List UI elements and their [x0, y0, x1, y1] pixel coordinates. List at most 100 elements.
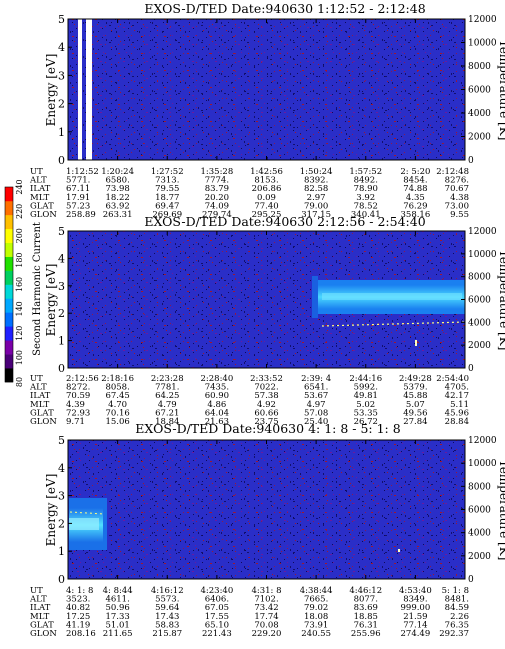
- temperature-tick-label: 2000: [468, 133, 491, 143]
- temperature-tick-label: 4000: [468, 318, 491, 328]
- temperature-tick-label: 8000: [468, 62, 491, 72]
- panel-2-spike: [415, 340, 417, 346]
- energy-tick-label: 5: [58, 225, 65, 238]
- ephemeris-cell: 41.19: [66, 620, 90, 630]
- energy-tick-label: 3: [58, 490, 65, 503]
- ephemeris-cell: 53.35: [354, 408, 378, 418]
- ephemeris-cell: 292.37: [439, 629, 469, 639]
- colorbar-ticks: 80 100 120 140 160 180 200 220 240: [15, 179, 24, 387]
- ephemeris-cell: 274.49: [401, 629, 431, 639]
- ephemeris-row-label: ALT: [29, 383, 47, 393]
- ephemeris-cell: 2: 5:20: [400, 167, 430, 177]
- ephemeris-cell: 77.40: [254, 201, 278, 211]
- ephemeris-cell: 240.55: [301, 629, 331, 639]
- ephemeris-cell: 4.86: [207, 400, 226, 410]
- colorbar-tick-label: 120: [15, 326, 24, 341]
- ephemeris-cell: 1:12:52: [66, 167, 99, 177]
- panel-2-ephemeris: UT 2:12:56 2:18:16 2:23:28 2:28:40 2:33:52 2:3…: [29, 374, 469, 427]
- colorbar-frame: [4, 186, 14, 383]
- ephemeris-row-label: MLT: [30, 400, 50, 410]
- energy-tick-label: 2: [58, 98, 65, 111]
- ephemeris-cell: 67.11: [66, 184, 90, 194]
- ephemeris-cell: 17.91: [66, 193, 90, 203]
- ephemeris-cell: 67.21: [155, 408, 179, 418]
- energy-tick-label: 3: [58, 69, 65, 82]
- ephemeris-cell: 3523.: [66, 595, 90, 605]
- temperature-tick-label: 6000: [468, 296, 491, 306]
- ephemeris-row-label: ILAT: [30, 603, 51, 613]
- ephemeris-cell: 17.33: [105, 612, 129, 622]
- ephemeris-cell: 2:12:56: [66, 374, 99, 384]
- ephemeris-cell: 1:57:52: [349, 167, 382, 177]
- ephemeris-cell: 2:39: 4: [301, 374, 331, 384]
- ephemeris-cell: 258.89: [66, 210, 96, 220]
- ephemeris-cell: 76.35: [445, 620, 469, 630]
- ephemeris-cell: 17.43: [155, 612, 179, 622]
- temperature-tick-label: 10000: [468, 250, 497, 260]
- ephemeris-cell: 999.00: [401, 603, 431, 613]
- ephemeris-cell: 8276.: [445, 176, 469, 186]
- colorbar-swatch: [5, 298, 13, 313]
- ephemeris-cell: 17.25: [66, 612, 90, 622]
- ephemeris-cell: 7022.: [254, 383, 278, 393]
- colorbar-swatch: [5, 270, 13, 285]
- panel-2-ylabel-left: Energy [eV]: [44, 264, 58, 337]
- energy-tick-label: 4: [58, 252, 65, 265]
- ephemeris-cell: 69.47: [155, 201, 179, 211]
- ephemeris-row-label: UT: [30, 167, 43, 177]
- ephemeris-cell: 6541.: [304, 383, 328, 393]
- ephemeris-cell: 73.42: [254, 603, 278, 613]
- colorbar-tick-label: 100: [15, 350, 24, 365]
- colorbar-tick-label: 220: [15, 204, 24, 219]
- temperature-tick-label: 10000: [468, 459, 497, 469]
- ephemeris-cell: 208.16: [66, 629, 96, 639]
- ephemeris-cell: 49.56: [403, 408, 427, 418]
- ephemeris-cell: 83.69: [354, 603, 378, 613]
- colorbar-swatch: [5, 368, 13, 383]
- panel-2-plasma-band-edge: [312, 276, 318, 318]
- ephemeris-row-label: GLAT: [30, 620, 54, 630]
- colorbar-swatch: [5, 256, 13, 271]
- energy-tick-label: 1: [58, 335, 65, 348]
- ephemeris-cell: 269.69: [152, 210, 182, 220]
- ephemeris-cell: 67.05: [205, 603, 229, 613]
- colorbar-swatch: [5, 312, 13, 327]
- panel-3-temperature-trace: [69, 511, 105, 515]
- panel-1-data-gap-1: [78, 19, 82, 160]
- ephemeris-cell: 8392.: [304, 176, 328, 186]
- ephemeris-cell: 76.29: [403, 201, 427, 211]
- ephemeris-cell: 40.82: [66, 603, 90, 613]
- ephemeris-cell: 18.08: [304, 612, 328, 622]
- ephemeris-cell: 57.23: [66, 201, 90, 211]
- panel-1-data-gap-2: [86, 19, 92, 160]
- ephemeris-cell: 2:33:52: [250, 374, 283, 384]
- ephemeris-cell: 4611.: [105, 595, 129, 605]
- ephemeris-cell: 221.43: [202, 629, 232, 639]
- ephemeris-cell: 57.08: [304, 408, 328, 418]
- ephemeris-cell: 7781.: [155, 383, 179, 393]
- temperature-tick-label: 8000: [468, 482, 491, 492]
- colorbar-label: Second Harmonic Current: [32, 222, 43, 356]
- temperature-tick-label: 8000: [468, 273, 491, 283]
- ephemeris-row-label: GLAT: [30, 201, 54, 211]
- ephemeris-cell: 2:23:28: [151, 374, 184, 384]
- colorbar-swatch: [5, 326, 13, 341]
- ephemeris-cell: 4.97: [307, 400, 326, 410]
- energy-tick-label: 0: [58, 154, 65, 167]
- ephemeris-cell: 5.07: [406, 400, 425, 410]
- ephemeris-row-label: UT: [30, 586, 43, 596]
- ephemeris-cell: 358.16: [401, 210, 431, 220]
- ephemeris-cell: 72.93: [66, 408, 90, 418]
- ephemeris-row-label: GLAT: [30, 408, 54, 418]
- ephemeris-cell: 57.38: [254, 391, 278, 401]
- ephemeris-cell: 78.90: [354, 184, 378, 194]
- temperature-tick-label: 0: [468, 575, 474, 585]
- ephemeris-cell: 63.92: [105, 201, 129, 211]
- colorbar-swatch: [5, 214, 13, 230]
- energy-tick-label: 5: [58, 434, 65, 447]
- ephemeris-cell: 1:27:52: [151, 167, 184, 177]
- ephemeris-cell: 28.84: [445, 417, 469, 427]
- ephemeris-cell: 60.90: [205, 391, 229, 401]
- ephemeris-cell: 4:53:40: [399, 586, 432, 596]
- ephemeris-cell: 78.52: [354, 201, 378, 211]
